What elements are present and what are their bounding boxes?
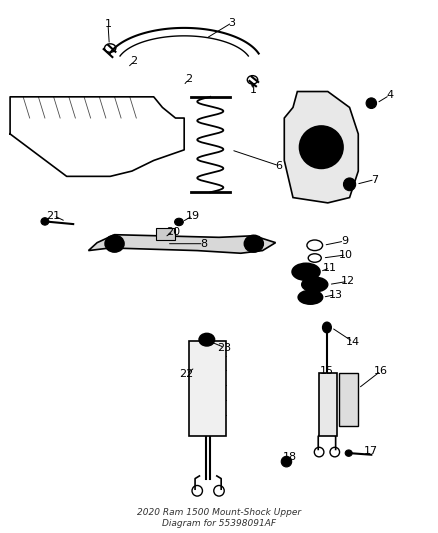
Text: 3: 3 bbox=[229, 18, 236, 28]
Ellipse shape bbox=[41, 217, 49, 225]
Ellipse shape bbox=[298, 290, 322, 304]
Bar bbox=[156, 228, 176, 240]
Text: 20: 20 bbox=[166, 227, 180, 237]
Ellipse shape bbox=[302, 277, 328, 292]
Text: 17: 17 bbox=[364, 446, 378, 456]
Text: 19: 19 bbox=[186, 211, 200, 221]
Text: 5: 5 bbox=[324, 127, 331, 138]
Ellipse shape bbox=[300, 126, 343, 168]
Text: 1: 1 bbox=[251, 85, 257, 95]
Text: 13: 13 bbox=[328, 289, 343, 300]
Text: 12: 12 bbox=[341, 276, 355, 286]
Ellipse shape bbox=[175, 218, 184, 225]
Ellipse shape bbox=[199, 333, 215, 346]
Text: 11: 11 bbox=[323, 263, 337, 272]
Text: 22: 22 bbox=[179, 369, 194, 379]
Text: 16: 16 bbox=[374, 366, 388, 376]
Ellipse shape bbox=[244, 235, 263, 252]
Text: 2: 2 bbox=[131, 56, 138, 66]
Ellipse shape bbox=[366, 98, 377, 109]
Text: 15: 15 bbox=[320, 366, 334, 376]
Ellipse shape bbox=[343, 178, 356, 191]
Text: 9: 9 bbox=[341, 236, 348, 246]
Text: 23: 23 bbox=[218, 343, 232, 353]
Polygon shape bbox=[88, 235, 276, 253]
Text: 6: 6 bbox=[276, 161, 283, 171]
Ellipse shape bbox=[281, 456, 292, 467]
Ellipse shape bbox=[345, 450, 352, 456]
Text: 14: 14 bbox=[346, 337, 360, 347]
Polygon shape bbox=[284, 92, 358, 203]
Text: 2020 Ram 1500 Mount-Shock Upper
Diagram for 55398091AF: 2020 Ram 1500 Mount-Shock Upper Diagram … bbox=[137, 508, 301, 528]
Bar bbox=[319, 373, 336, 436]
Text: 18: 18 bbox=[283, 453, 297, 463]
Text: 8: 8 bbox=[200, 239, 207, 249]
Bar bbox=[188, 341, 226, 436]
Ellipse shape bbox=[292, 263, 320, 280]
Text: 2: 2 bbox=[185, 74, 192, 84]
Text: 10: 10 bbox=[339, 250, 353, 260]
Bar bbox=[339, 373, 358, 425]
Text: 21: 21 bbox=[46, 211, 61, 221]
Ellipse shape bbox=[105, 235, 124, 252]
Text: 7: 7 bbox=[371, 174, 378, 184]
Ellipse shape bbox=[322, 322, 331, 333]
Text: 1: 1 bbox=[105, 19, 112, 29]
Text: 4: 4 bbox=[386, 90, 393, 100]
